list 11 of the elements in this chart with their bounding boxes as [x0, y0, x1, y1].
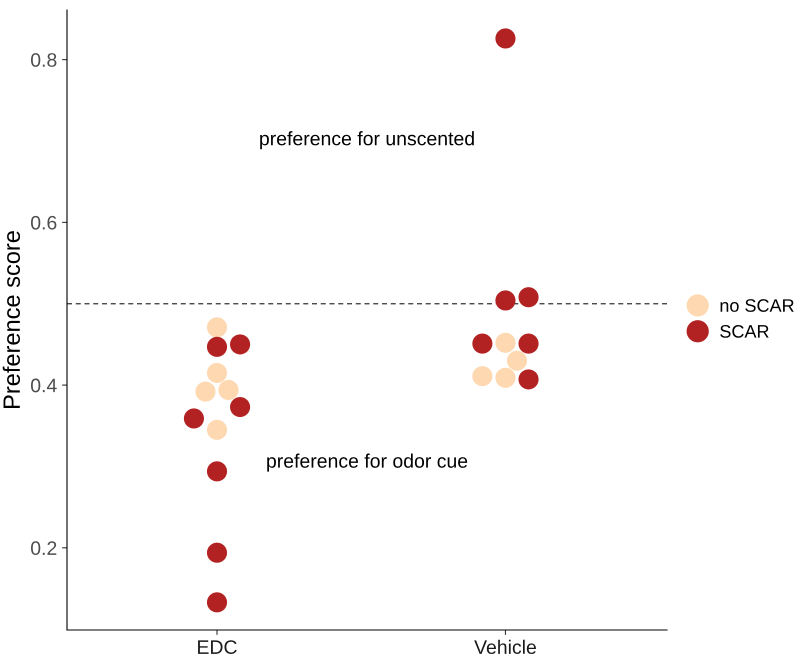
- x-tick-label: EDC: [198, 640, 237, 654]
- y-axis-title: Preference score: [2, 231, 20, 408]
- y-tick-label: 0.4: [31, 378, 57, 392]
- annotation: preference for unscented: [260, 131, 474, 150]
- legend-label: no SCAR: [720, 299, 794, 312]
- y-tick-label: 0.2: [31, 541, 56, 556]
- x-tick-label: Vehicle: [474, 640, 536, 654]
- y-tick-label: 0.6: [31, 216, 56, 230]
- annotation: preference for odor cue: [267, 454, 468, 472]
- legend-label: SCAR: [720, 324, 769, 338]
- y-tick-label: 0.8: [31, 53, 56, 67]
